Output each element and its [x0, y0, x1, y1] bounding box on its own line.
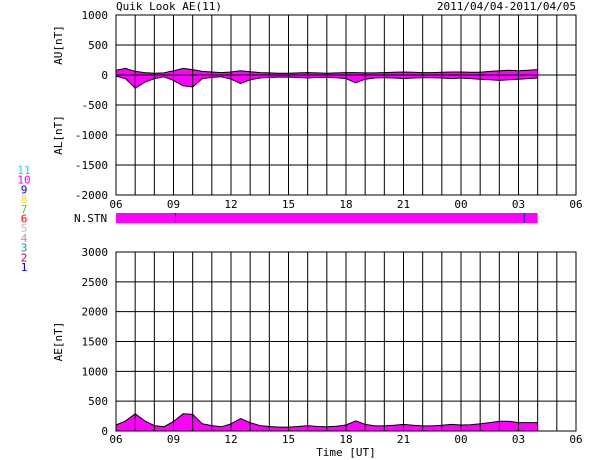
y-tick-label: -2000 [75, 189, 108, 202]
y-tick-label: 1000 [82, 365, 109, 378]
y-tick-label: -1500 [75, 159, 108, 172]
x-tick-label: 09 [167, 198, 180, 211]
x-tick-label: 18 [339, 433, 352, 446]
au-axis-label: AU[nT] [52, 25, 65, 65]
y-tick-label: 2500 [82, 276, 109, 289]
legend-entry: 4 [21, 232, 28, 245]
x-tick-label: 21 [397, 433, 410, 446]
y-tick-label: 1000 [82, 9, 109, 22]
x-tick-label: 06 [109, 433, 122, 446]
ae-area [116, 413, 538, 431]
y-tick-label: 3000 [82, 246, 109, 259]
station-count-label: N.STN [74, 212, 107, 225]
legend-entry: 11 [17, 164, 30, 177]
x-tick-label: 12 [224, 198, 237, 211]
x-tick-label: 15 [282, 433, 295, 446]
legend-entry: 10 [17, 174, 30, 187]
legend-entry: 7 [21, 203, 28, 216]
al-axis-label: AL[nT] [52, 115, 65, 155]
x-axis-title: Time [UT] [316, 446, 376, 459]
y-tick-label: 500 [88, 395, 108, 408]
date-range: 2011/04/04-2011/04/05 [437, 0, 576, 13]
y-tick-label: 0 [101, 69, 108, 82]
x-tick-label: 03 [512, 433, 525, 446]
x-tick-label: 06 [109, 198, 122, 211]
x-tick-label: 09 [167, 433, 180, 446]
x-tick-label: 03 [512, 198, 525, 211]
legend-entry: 5 [21, 222, 28, 235]
y-tick-label: -500 [82, 99, 109, 112]
x-tick-label: 15 [282, 198, 295, 211]
x-tick-label: 12 [224, 433, 237, 446]
x-tick-label: 21 [397, 198, 410, 211]
x-tick-label: 06 [569, 198, 582, 211]
legend-entry: 2 [21, 251, 28, 264]
station-count-bar [116, 213, 538, 223]
au-al-area [116, 68, 538, 89]
y-tick-label: 500 [88, 39, 108, 52]
legend-entry: 9 [21, 183, 28, 196]
y-tick-label: 2000 [82, 306, 109, 319]
x-tick-label: 06 [569, 433, 582, 446]
ae-axis-label: AE[nT] [52, 322, 65, 362]
legend-entry: 3 [21, 242, 28, 255]
y-tick-label: -1000 [75, 129, 108, 142]
x-tick-label: 00 [454, 198, 467, 211]
legend-entry: 1 [21, 261, 28, 274]
y-tick-label: 1500 [82, 336, 109, 349]
legend-entry: 8 [21, 193, 28, 206]
y-tick-label: 0 [101, 425, 108, 438]
chart-title: Quik Look AE(11) [116, 0, 222, 13]
x-tick-label: 00 [454, 433, 467, 446]
legend-entry: 6 [21, 213, 28, 226]
station-count-panel: N.STN [74, 212, 538, 225]
x-tick-label: 18 [339, 198, 352, 211]
